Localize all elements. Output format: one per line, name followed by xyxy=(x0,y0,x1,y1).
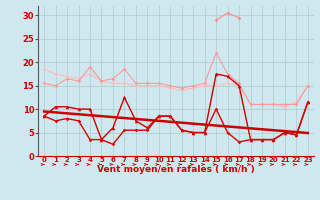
X-axis label: Vent moyen/en rafales ( km/h ): Vent moyen/en rafales ( km/h ) xyxy=(97,165,255,174)
